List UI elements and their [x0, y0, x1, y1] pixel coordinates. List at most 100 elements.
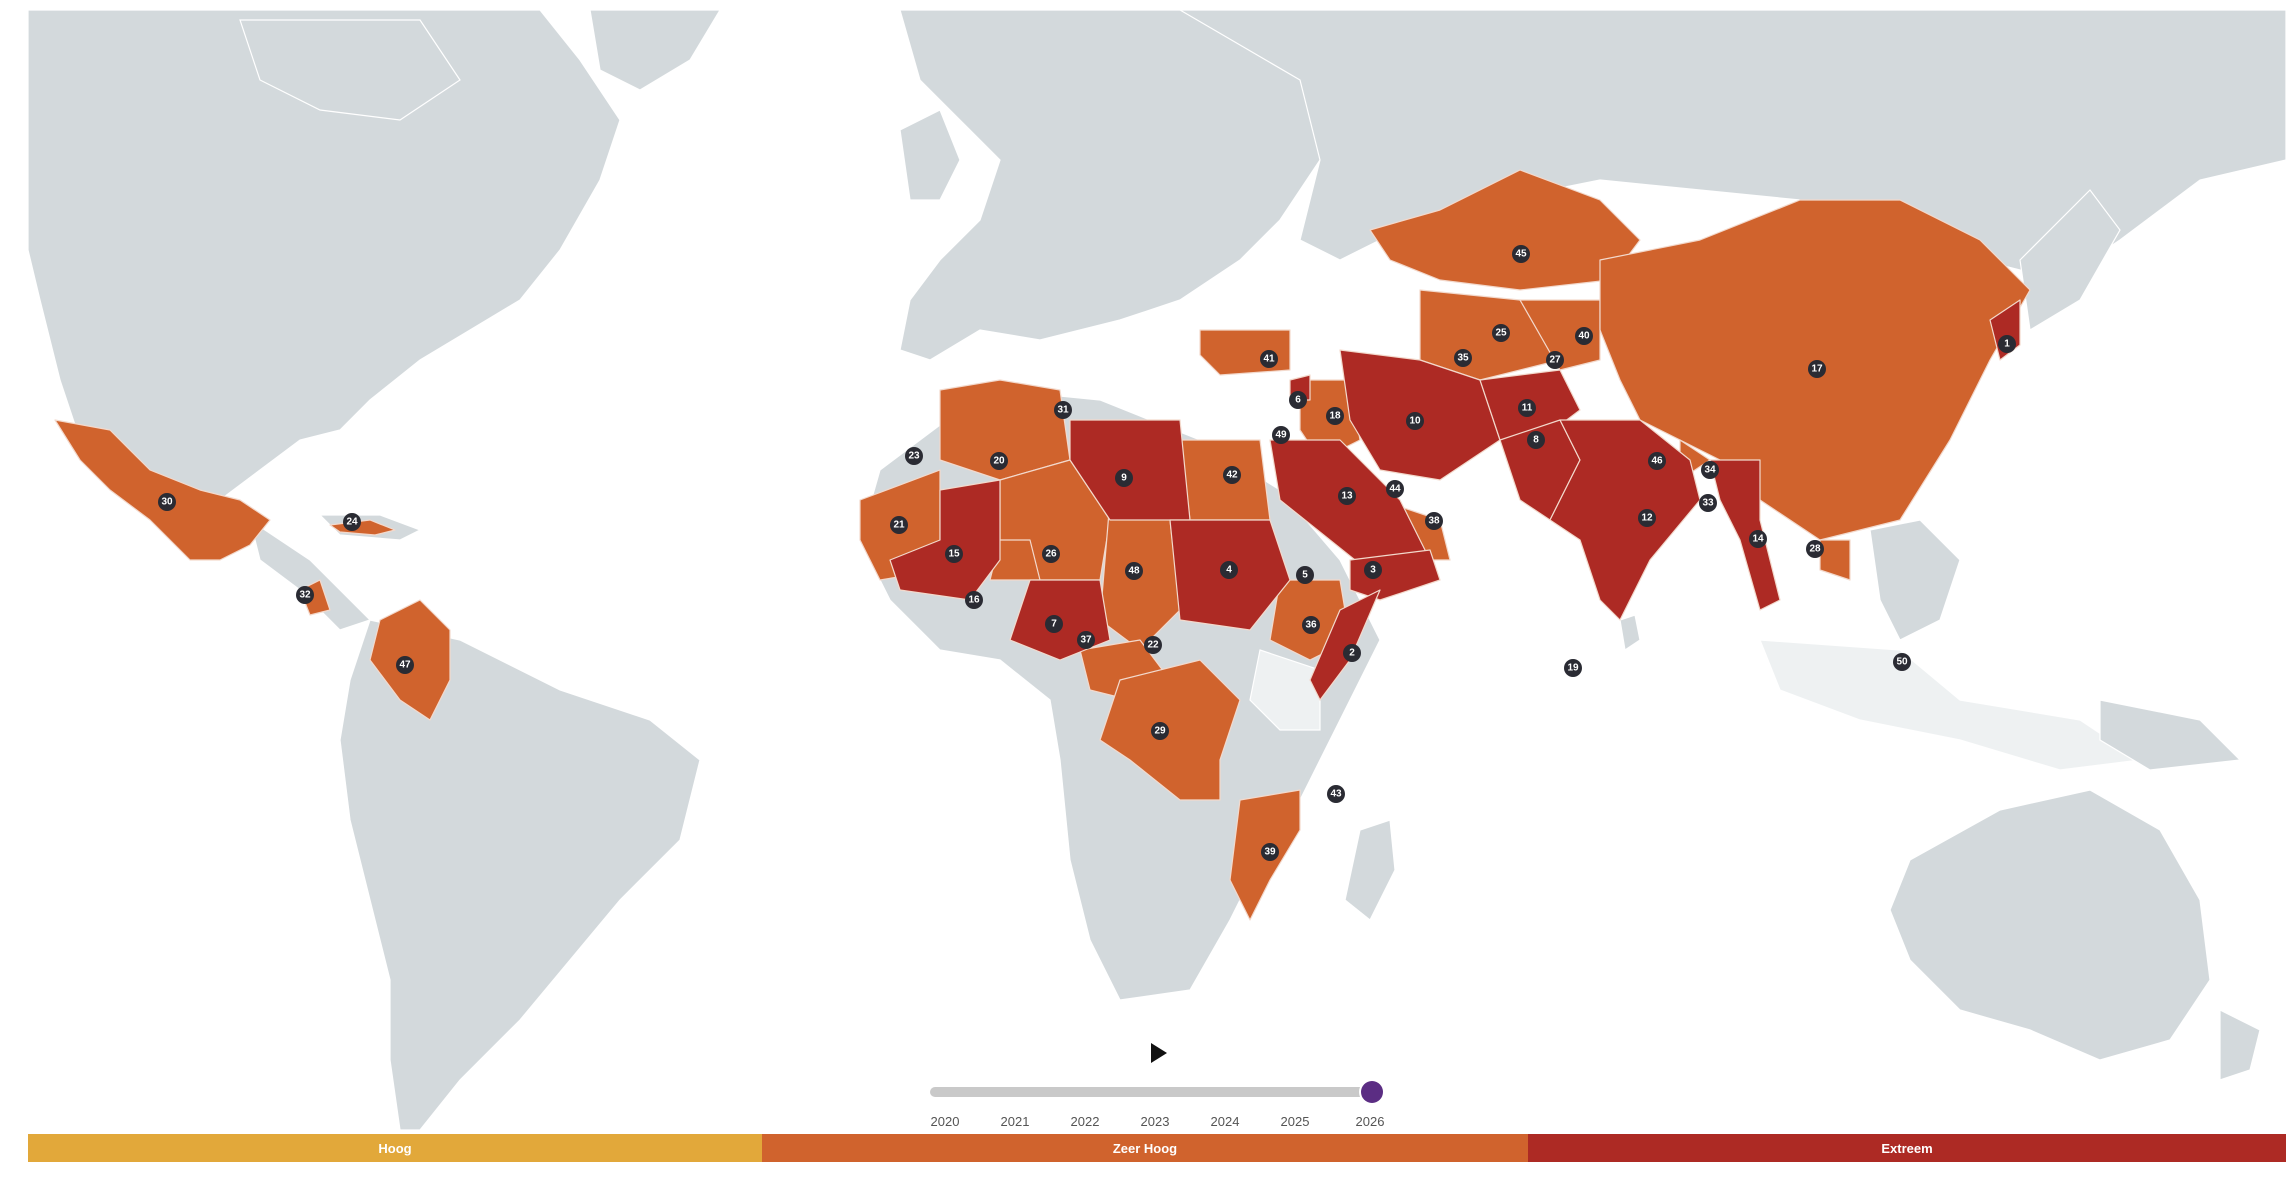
year-label[interactable]: 2025: [1280, 1114, 1310, 1129]
svg-text:15: 15: [948, 549, 960, 560]
country-marker[interactable]: 17: [1808, 360, 1826, 378]
year-label[interactable]: 2026: [1355, 1114, 1385, 1129]
svg-text:29: 29: [1154, 726, 1166, 737]
svg-text:42: 42: [1226, 470, 1238, 481]
country-marker[interactable]: 19: [1564, 659, 1582, 677]
country-marker[interactable]: 16: [965, 591, 983, 609]
svg-text:10: 10: [1409, 416, 1421, 427]
svg-text:45: 45: [1515, 249, 1527, 260]
year-label[interactable]: 2024: [1210, 1114, 1240, 1129]
country-marker[interactable]: 49: [1272, 426, 1290, 444]
country-marker[interactable]: 45: [1512, 245, 1530, 263]
svg-text:44: 44: [1389, 484, 1401, 495]
country-marker[interactable]: 41: [1260, 350, 1278, 368]
country-marker[interactable]: 23: [905, 447, 923, 465]
svg-text:34: 34: [1704, 465, 1716, 476]
country-marker[interactable]: 31: [1054, 401, 1072, 419]
country-marker[interactable]: 50: [1893, 653, 1911, 671]
country-marker[interactable]: 20: [990, 452, 1008, 470]
country-marker[interactable]: 44: [1386, 480, 1404, 498]
year-label[interactable]: 2023: [1140, 1114, 1170, 1129]
svg-text:11: 11: [1522, 403, 1533, 414]
svg-text:37: 37: [1080, 635, 1092, 646]
country-marker[interactable]: 27: [1546, 351, 1564, 369]
svg-text:39: 39: [1264, 847, 1276, 858]
svg-text:17: 17: [1811, 364, 1823, 375]
country-marker[interactable]: 8: [1527, 431, 1545, 449]
svg-text:20: 20: [993, 456, 1005, 467]
country-marker[interactable]: 30: [158, 493, 176, 511]
country-marker[interactable]: 47: [396, 656, 414, 674]
country-marker[interactable]: 29: [1151, 722, 1169, 740]
country-marker[interactable]: 18: [1326, 407, 1344, 425]
svg-text:13: 13: [1341, 491, 1353, 502]
svg-text:48: 48: [1128, 566, 1140, 577]
legend-zeer-hoog: Zeer Hoog: [762, 1134, 1528, 1162]
svg-text:31: 31: [1057, 405, 1069, 416]
country-marker[interactable]: 48: [1125, 562, 1143, 580]
country-marker[interactable]: 42: [1223, 466, 1241, 484]
country-marker[interactable]: 28: [1806, 540, 1824, 558]
timeline-slider-handle[interactable]: [1361, 1081, 1383, 1103]
country-marker[interactable]: 26: [1042, 545, 1060, 563]
year-label[interactable]: 2022: [1070, 1114, 1100, 1129]
svg-text:30: 30: [161, 497, 173, 508]
play-button[interactable]: [1146, 1040, 1170, 1066]
country-marker[interactable]: 12: [1638, 509, 1656, 527]
legend-hoog: Hoog: [28, 1134, 762, 1162]
country-marker[interactable]: 14: [1749, 530, 1767, 548]
svg-text:16: 16: [968, 595, 980, 606]
svg-text:32: 32: [299, 590, 311, 601]
svg-text:38: 38: [1428, 516, 1440, 527]
svg-text:43: 43: [1330, 789, 1342, 800]
country-marker[interactable]: 22: [1144, 636, 1162, 654]
country-markers[interactable]: 1 2 3 4 5 6 7 8 9 10 11 12 13 14 15 16 1…: [158, 245, 2016, 861]
country-marker[interactable]: 6: [1289, 391, 1307, 409]
country-marker[interactable]: 35: [1454, 349, 1472, 367]
svg-text:12: 12: [1641, 513, 1653, 524]
country-marker[interactable]: 5: [1296, 566, 1314, 584]
svg-text:7: 7: [1051, 619, 1057, 630]
country-marker[interactable]: 37: [1077, 631, 1095, 649]
country-marker[interactable]: 7: [1045, 615, 1063, 633]
country-marker[interactable]: 25: [1492, 324, 1510, 342]
country-marker[interactable]: 13: [1338, 487, 1356, 505]
country-marker[interactable]: 24: [343, 513, 361, 531]
country-marker[interactable]: 34: [1701, 461, 1719, 479]
country-marker[interactable]: 21: [890, 516, 908, 534]
svg-text:22: 22: [1147, 640, 1159, 651]
country-marker[interactable]: 32: [296, 586, 314, 604]
svg-text:2: 2: [1349, 648, 1355, 659]
svg-text:5: 5: [1302, 570, 1308, 581]
svg-text:14: 14: [1752, 534, 1764, 545]
country-marker[interactable]: 38: [1425, 512, 1443, 530]
country-marker[interactable]: 33: [1699, 494, 1717, 512]
country-marker[interactable]: 2: [1343, 644, 1361, 662]
country-marker[interactable]: 10: [1406, 412, 1424, 430]
country-marker[interactable]: 1: [1998, 335, 2016, 353]
country-marker[interactable]: 36: [1302, 616, 1320, 634]
svg-text:18: 18: [1329, 411, 1341, 422]
year-label[interactable]: 2020: [930, 1114, 960, 1129]
svg-text:36: 36: [1305, 620, 1317, 631]
country-marker[interactable]: 4: [1220, 561, 1238, 579]
timeline-slider-track[interactable]: [930, 1087, 1378, 1097]
country-marker[interactable]: 39: [1261, 843, 1279, 861]
svg-text:23: 23: [908, 451, 920, 462]
country-marker[interactable]: 46: [1648, 452, 1666, 470]
country-marker[interactable]: 43: [1327, 785, 1345, 803]
svg-text:47: 47: [399, 660, 411, 671]
country-marker[interactable]: 40: [1575, 327, 1593, 345]
svg-text:28: 28: [1809, 544, 1821, 555]
svg-text:4: 4: [1226, 565, 1232, 576]
svg-text:35: 35: [1457, 353, 1469, 364]
country-marker[interactable]: 15: [945, 545, 963, 563]
svg-text:40: 40: [1578, 331, 1590, 342]
year-label[interactable]: 2021: [1000, 1114, 1030, 1129]
legend-extreem: Extreem: [1528, 1134, 2286, 1162]
country-marker[interactable]: 11: [1518, 399, 1536, 417]
country-marker[interactable]: 3: [1364, 561, 1382, 579]
country-marker[interactable]: 9: [1115, 469, 1133, 487]
svg-text:8: 8: [1533, 435, 1539, 446]
